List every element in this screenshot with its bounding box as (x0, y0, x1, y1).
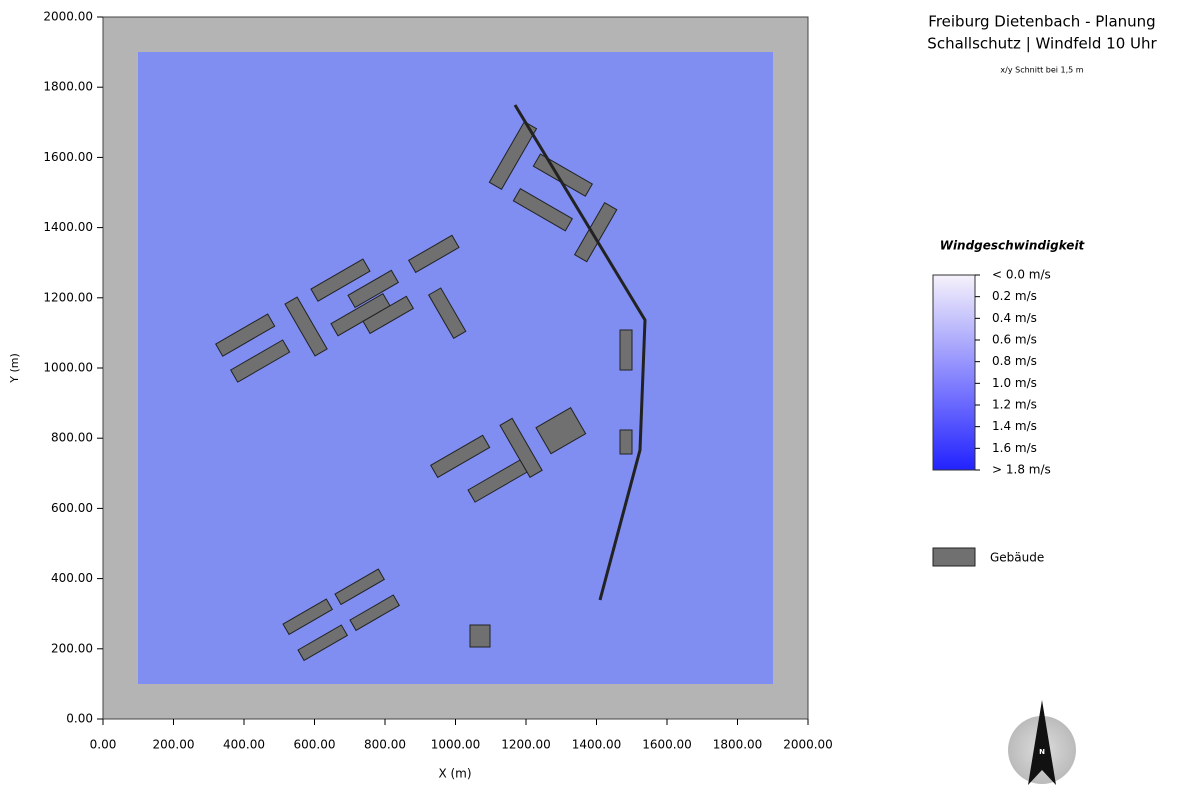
y-tick-label: 1800.00 (43, 80, 93, 94)
legend-building-swatch (933, 548, 975, 566)
x-tick-label: 1400.00 (572, 738, 622, 752)
y-tick-label: 2000.00 (43, 10, 93, 24)
y-tick-label: 400.00 (51, 571, 93, 585)
legend-label: 0.8 m/s (992, 354, 1037, 368)
y-tick-label: 800.00 (51, 431, 93, 445)
legend-label: 0.2 m/s (992, 289, 1037, 303)
x-tick-label: 0.00 (90, 738, 117, 752)
x-tick-label: 200.00 (153, 738, 195, 752)
x-tick-label: 600.00 (294, 738, 336, 752)
legend-colorbar (933, 275, 975, 470)
x-tick-label: 1800.00 (713, 738, 763, 752)
y-tick-label: 600.00 (51, 501, 93, 515)
y-axis-label: Y (m) (8, 353, 21, 384)
legend-label: > 1.8 m/s (992, 463, 1051, 477)
x-tick-label: 1000.00 (431, 738, 481, 752)
north-label: N (1039, 748, 1045, 756)
y-tick-label: 1400.00 (43, 220, 93, 234)
subtitle: Schallschutz | Windfeld 10 Uhr (927, 35, 1157, 53)
y-tick-label: 1200.00 (43, 290, 93, 304)
legend-label: 0.4 m/s (992, 311, 1037, 325)
y-tick-label: 0.00 (66, 712, 93, 726)
legend-title: Windgeschwindigkeit (940, 239, 1086, 253)
x-tick-label: 800.00 (364, 738, 406, 752)
note: x/y Schnitt bei 1,5 m (1000, 66, 1083, 75)
legend-label: < 0.0 m/s (992, 268, 1051, 282)
x-tick-label: 1200.00 (501, 738, 551, 752)
y-tick-label: 200.00 (51, 641, 93, 655)
map-view: 0.00 200.00 400.00 600.00 800.00 1000.00 1200.… (0, 0, 1180, 789)
legend-label: 1.2 m/s (992, 398, 1037, 412)
y-tick-label: 1000.00 (43, 361, 93, 375)
x-axis-label: X (m) (438, 767, 471, 781)
title: Freiburg Dietenbach - Planung (928, 13, 1155, 31)
x-tick-label: 1600.00 (642, 738, 692, 752)
legend-label: 1.4 m/s (992, 419, 1037, 433)
x-tick-label: 400.00 (223, 738, 265, 752)
y-tick-label: 1600.00 (43, 150, 93, 164)
legend-label: 1.0 m/s (992, 376, 1037, 390)
legend-building-label: Gebäude (990, 551, 1044, 565)
legend-label: 1.6 m/s (992, 441, 1037, 455)
legend-label: 0.6 m/s (992, 333, 1037, 347)
x-tick-label: 2000.00 (783, 738, 833, 752)
